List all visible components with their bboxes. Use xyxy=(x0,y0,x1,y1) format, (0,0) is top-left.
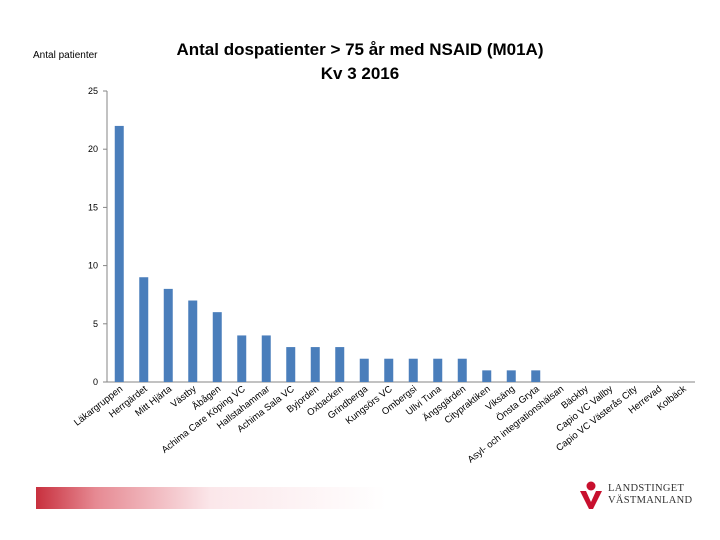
logo-line-2: VÄSTMANLAND xyxy=(608,495,693,506)
bar xyxy=(261,335,271,382)
bar xyxy=(408,358,418,382)
bar xyxy=(163,288,173,382)
chart-title-line-1: Antal dospatienter > 75 år med NSAID (M0… xyxy=(176,40,544,59)
bar xyxy=(237,335,247,382)
y-axis-title: Antal patienter xyxy=(33,50,98,61)
bar xyxy=(359,358,369,382)
bar xyxy=(482,370,492,382)
footer-gradient-bar xyxy=(36,487,536,509)
bar xyxy=(188,300,198,382)
bar xyxy=(139,277,149,382)
bar xyxy=(457,358,467,382)
bar xyxy=(114,125,124,383)
bar xyxy=(310,347,320,382)
y-tick-label: 0 xyxy=(93,377,98,387)
y-tick-label: 10 xyxy=(88,261,98,271)
y-tick-label: 5 xyxy=(93,319,98,329)
y-tick-label: 20 xyxy=(88,144,98,154)
bar xyxy=(506,370,516,382)
bar xyxy=(531,370,541,382)
y-tick-label: 15 xyxy=(88,202,98,212)
bar xyxy=(286,347,296,382)
chart-title: Antal dospatienter > 75 år med NSAID (M0… xyxy=(150,38,570,86)
bar xyxy=(384,358,394,382)
logo-emblem-icon xyxy=(580,481,602,509)
bar xyxy=(335,347,345,382)
bar xyxy=(212,312,222,382)
logo-line-1: LANDSTINGET xyxy=(608,483,685,494)
chart-title-line-2: Kv 3 2016 xyxy=(320,64,400,83)
y-tick-label: 25 xyxy=(88,86,98,96)
bar xyxy=(433,358,443,382)
landstinget-logo: LANDSTINGET VÄSTMANLAND xyxy=(578,480,692,510)
